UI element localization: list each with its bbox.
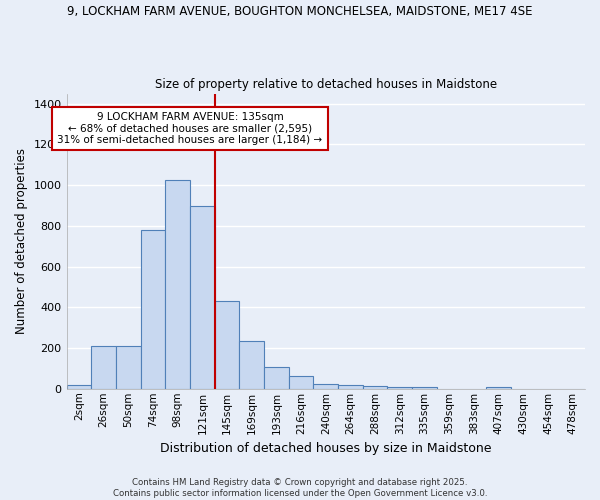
Bar [388,386,412,389]
Text: 9 LOCKHAM FARM AVENUE: 135sqm
← 68% of detached houses are smaller (2,595)
31% o: 9 LOCKHAM FARM AVENUE: 135sqm ← 68% of d… [58,112,323,145]
Bar [363,386,388,389]
Bar [116,346,140,389]
Text: Contains HM Land Registry data © Crown copyright and database right 2025.
Contai: Contains HM Land Registry data © Crown c… [113,478,487,498]
X-axis label: Distribution of detached houses by size in Maidstone: Distribution of detached houses by size … [160,442,491,455]
Bar [91,346,116,389]
Bar [264,367,289,389]
Bar [165,180,190,389]
Bar [67,384,91,389]
Title: Size of property relative to detached houses in Maidstone: Size of property relative to detached ho… [155,78,497,91]
Bar [338,384,363,389]
Bar [412,386,437,389]
Bar [190,206,215,389]
Bar [215,301,239,389]
Text: 9, LOCKHAM FARM AVENUE, BOUGHTON MONCHELSEA, MAIDSTONE, ME17 4SE: 9, LOCKHAM FARM AVENUE, BOUGHTON MONCHEL… [67,5,533,18]
Bar [140,230,165,389]
Bar [486,386,511,389]
Bar [313,384,338,389]
Bar [289,376,313,389]
Y-axis label: Number of detached properties: Number of detached properties [15,148,28,334]
Bar [239,341,264,389]
